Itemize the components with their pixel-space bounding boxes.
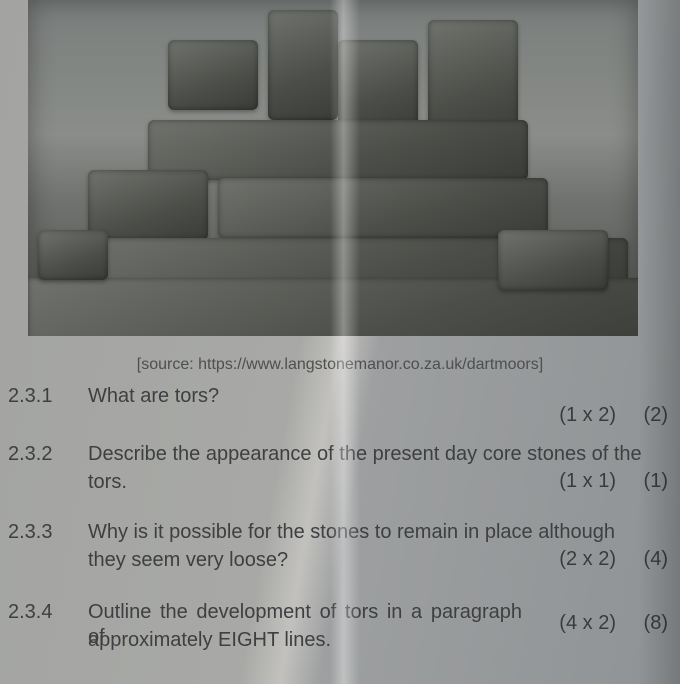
marks-calc: (1 x 1) xyxy=(559,470,616,492)
question-number: 2.3.2 xyxy=(8,442,76,467)
source-citation: [source: https://www.langstonemanor.co.z… xyxy=(0,356,680,374)
marks-calc: (4 x 2) xyxy=(559,612,616,634)
marks-calc: (1 x 2) xyxy=(559,404,616,426)
question-number: 2.3.1 xyxy=(8,384,76,409)
question-number: 2.3.3 xyxy=(8,520,76,545)
page-curl-shadow xyxy=(638,0,680,684)
tors-photograph xyxy=(28,0,638,336)
question-text: Why is it possible for the stones to rem… xyxy=(88,520,642,545)
question-text: Describe the appearance of the present d… xyxy=(88,442,642,467)
exam-page: [source: https://www.langstonemanor.co.z… xyxy=(0,0,680,684)
question-number: 2.3.4 xyxy=(8,600,76,625)
marks-calc: (2 x 2) xyxy=(559,548,616,570)
